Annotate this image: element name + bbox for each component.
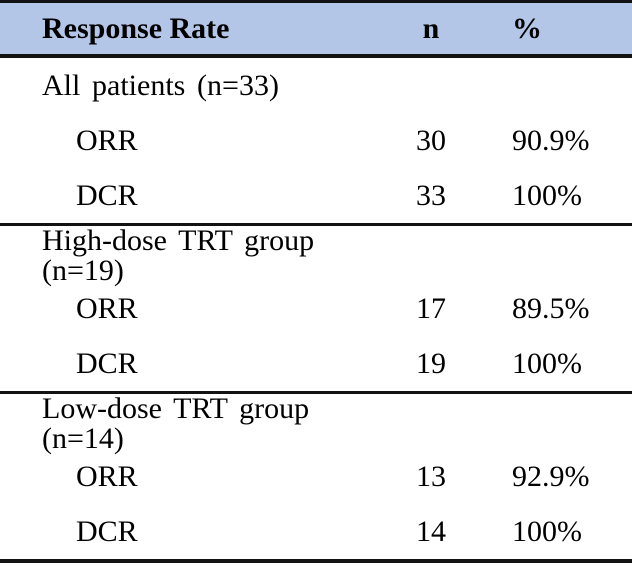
- table-header-row: Response Rate n %: [0, 0, 632, 58]
- response-rate-table: Response Rate n % All patients (n=33) OR…: [0, 0, 632, 563]
- percent-value: 100%: [512, 514, 582, 548]
- row-label: ORR: [76, 291, 138, 325]
- row-label: DCR: [76, 346, 138, 380]
- row-label: DCR: [76, 178, 138, 212]
- group-label-row: High-dose TRT group (n=19): [0, 226, 632, 286]
- column-header-percent: %: [512, 11, 542, 45]
- section-low-dose-trt: Low-dose TRT group (n=14) ORR 13 92.9% D…: [0, 394, 632, 563]
- group-label: High-dose TRT group (n=19): [42, 224, 315, 287]
- table-row: ORR 13 92.9%: [0, 449, 632, 504]
- n-value: 19: [416, 346, 446, 380]
- section-all-patients: All patients (n=33) ORR 30 90.9% DCR 33 …: [0, 58, 632, 226]
- table-row: ORR 30 90.9%: [0, 113, 632, 168]
- table-row: ORR 17 89.5%: [0, 281, 632, 336]
- percent-value: 89.5%: [512, 291, 590, 325]
- row-label: ORR: [76, 459, 138, 493]
- percent-value: 100%: [512, 346, 582, 380]
- group-label-row: Low-dose TRT group (n=14): [0, 394, 632, 454]
- percent-value: 90.9%: [512, 123, 590, 157]
- n-value: 33: [416, 178, 446, 212]
- section-high-dose-trt: High-dose TRT group (n=19) ORR 17 89.5% …: [0, 226, 632, 394]
- column-header-n: n: [422, 11, 440, 45]
- group-label-row: All patients (n=33): [0, 58, 632, 113]
- table-row: DCR 14 100%: [0, 504, 632, 559]
- n-value: 14: [416, 514, 446, 548]
- n-value: 17: [416, 291, 446, 325]
- n-value: 13: [416, 459, 446, 493]
- percent-value: 92.9%: [512, 459, 590, 493]
- group-label: All patients (n=33): [42, 68, 279, 102]
- percent-value: 100%: [512, 178, 582, 212]
- column-header-response-rate: Response Rate: [42, 11, 230, 45]
- table-row: DCR 19 100%: [0, 336, 632, 391]
- row-label: DCR: [76, 514, 138, 548]
- row-label: ORR: [76, 123, 138, 157]
- table-row: DCR 33 100%: [0, 168, 632, 223]
- n-value: 30: [416, 123, 446, 157]
- group-label: Low-dose TRT group (n=14): [42, 392, 310, 455]
